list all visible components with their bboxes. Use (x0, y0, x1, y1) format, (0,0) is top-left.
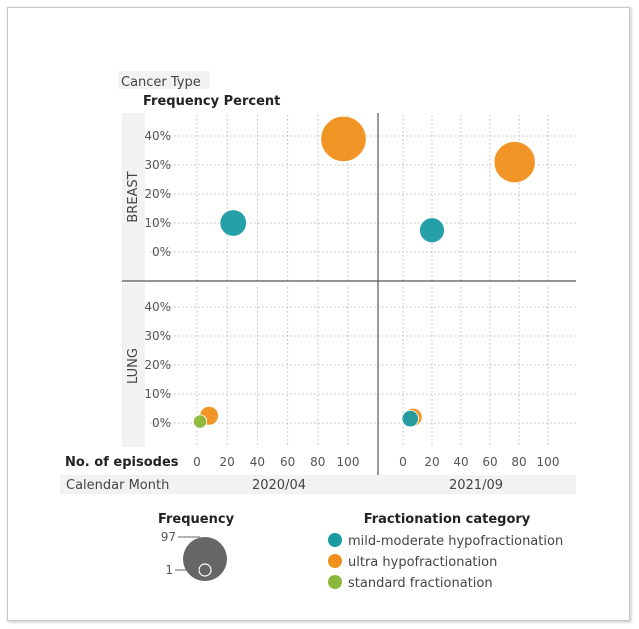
legend-swatch-standard (328, 575, 342, 589)
row-var-band (118, 71, 210, 89)
size-legend-max-bubble (183, 537, 227, 581)
x-tick-label: 0 (399, 455, 407, 469)
y-tick-label: 30% (144, 158, 171, 172)
x-tick-labels: 0 20 40 60 80 100 0 20 40 60 80 100 (193, 455, 559, 469)
bubbles (192, 115, 536, 429)
y-tick-labels: 0% 10% 20% 30% 40% 0% 10% 20% 30% 40% (144, 129, 171, 430)
row-band-breast (122, 113, 145, 281)
y-tick-label: 0% (152, 245, 171, 259)
y-tick-label: 40% (144, 129, 171, 143)
y-tick-label: 40% (144, 300, 171, 314)
x-tick-label: 80 (310, 455, 325, 469)
bubble-breast-2020-04-mild-moderate (219, 209, 247, 237)
legend-label-mild-moderate: mild-moderate hypofractionation (348, 534, 563, 549)
legend-swatch-mild-moderate (328, 533, 342, 547)
x-tick-label: 60 (482, 455, 497, 469)
row-var-label: Cancer Type (121, 75, 201, 90)
x-tick-label: 0 (193, 455, 201, 469)
bubble-lung-2021-09-mild-moderate (401, 410, 419, 428)
chart-frame (7, 7, 630, 621)
color-legend-title: Fractionation category (364, 512, 531, 527)
column-label-2021-09: 2021/09 (449, 478, 503, 493)
col-var-label: Calendar Month (66, 478, 169, 493)
y-axis-title: Frequency Percent (143, 94, 280, 109)
y-tick-label: 30% (144, 329, 171, 343)
x-tick-label: 40 (250, 455, 265, 469)
x-tick-label: 100 (537, 455, 560, 469)
legend-swatch-ultra (328, 554, 342, 568)
row-label-breast: BREAST (126, 171, 141, 222)
legend-label-ultra: ultra hypofractionation (348, 555, 497, 570)
row-label-lung: LUNG (126, 348, 141, 384)
x-tick-label: 20 (220, 455, 235, 469)
size-legend-title: Frequency (158, 512, 235, 527)
x-axis-title: No. of episodes (65, 455, 179, 470)
legend-label-standard: standard fractionation (348, 576, 493, 591)
row-band-lung (122, 283, 145, 447)
size-legend-max-label: 97 (161, 530, 176, 544)
size-legend-min-label: 1 (165, 563, 173, 577)
column-band (60, 475, 576, 494)
bubble-breast-2021-09-mild-moderate (419, 217, 445, 244)
bubble-breast-2020-04-ultra (320, 115, 367, 163)
bubble-breast-2021-09-ultra (493, 141, 536, 184)
bubble-lung-2020-04-standard (192, 414, 208, 429)
x-tick-label: 20 (424, 455, 439, 469)
y-tick-label: 10% (144, 387, 171, 401)
y-tick-label: 0% (152, 416, 171, 430)
x-tick-label: 40 (453, 455, 468, 469)
y-tick-label: 20% (144, 187, 171, 201)
column-label-2020-04: 2020/04 (252, 478, 306, 493)
y-tick-label: 10% (144, 216, 171, 230)
x-tick-label: 100 (337, 455, 360, 469)
x-tick-label: 60 (280, 455, 295, 469)
y-tick-label: 20% (144, 358, 171, 372)
x-tick-label: 80 (511, 455, 526, 469)
color-legend: mild-moderate hypofractionation ultra hyp… (328, 533, 563, 591)
